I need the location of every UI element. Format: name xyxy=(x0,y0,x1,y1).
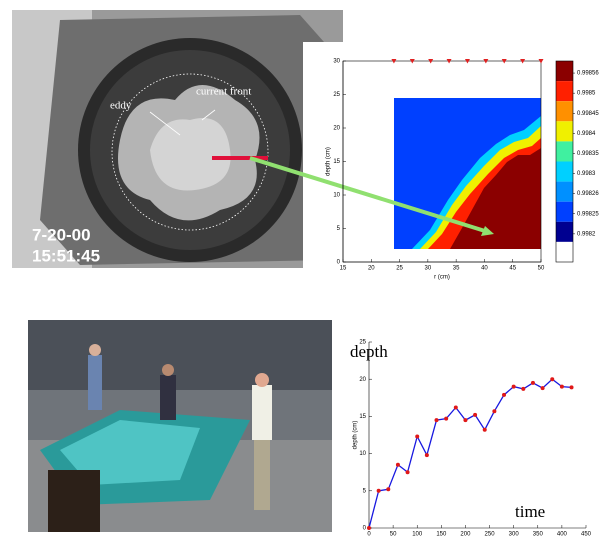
y-tick-label: 20 xyxy=(359,377,366,383)
colorbar-label: 0.9982 xyxy=(577,231,596,237)
data-point xyxy=(570,385,574,389)
x-tick-label: 35 xyxy=(453,266,460,272)
x-tick-label: 50 xyxy=(390,532,397,538)
y-tick-label: 10 xyxy=(333,193,340,199)
y-tick-label: 5 xyxy=(363,488,367,494)
data-point xyxy=(367,526,371,530)
x-tick-label: 350 xyxy=(533,532,544,538)
data-point xyxy=(473,413,477,417)
x-axis-label: r (cm) xyxy=(434,275,450,281)
x-tick-label: 40 xyxy=(481,266,488,272)
x-tick-label: 25 xyxy=(396,266,403,272)
data-point xyxy=(444,417,448,421)
colorbar-label: 0.99826 xyxy=(577,191,599,197)
colorbar-label: 0.99845 xyxy=(577,111,599,117)
x-tick-label: 15 xyxy=(340,266,347,272)
colorbar-band xyxy=(556,242,573,262)
data-point xyxy=(560,385,564,389)
colorbar-band xyxy=(556,101,573,121)
x-tick-label: 150 xyxy=(436,532,447,538)
lab-photo xyxy=(28,320,332,532)
y-tick-label: 0 xyxy=(363,526,367,532)
annotation: time xyxy=(515,502,545,521)
colorbar-band xyxy=(556,202,573,222)
x-tick-label: 400 xyxy=(557,532,568,538)
colorbar-label: 0.9983 xyxy=(577,171,596,177)
y-axis-label: depth (cm) xyxy=(326,147,332,176)
data-point xyxy=(512,385,516,389)
colorbar-band xyxy=(556,162,573,182)
colorbar-label: 0.99825 xyxy=(577,211,599,217)
data-point xyxy=(425,453,429,457)
data-point xyxy=(502,393,506,397)
colorbar-band xyxy=(556,222,573,242)
data-point xyxy=(396,463,400,467)
x-tick-label: 450 xyxy=(581,532,592,538)
photo-label: eddy xyxy=(110,100,132,112)
data-point xyxy=(415,434,419,438)
data-point xyxy=(406,470,410,474)
colorbar-label: 0.99856 xyxy=(577,71,599,77)
data-point xyxy=(550,377,554,381)
data-point xyxy=(454,405,458,409)
y-axis-label: depth (cm) xyxy=(353,421,359,450)
colorbar-label: 0.9985 xyxy=(577,91,596,97)
data-point xyxy=(521,387,525,391)
x-tick-label: 50 xyxy=(538,266,545,272)
data-point xyxy=(531,381,535,385)
data-point xyxy=(463,418,467,422)
y-tick-label: 20 xyxy=(333,126,340,132)
data-point xyxy=(377,489,381,493)
colorbar-label: 0.99835 xyxy=(577,151,599,157)
annotation: depth xyxy=(350,342,388,361)
data-point xyxy=(492,409,496,413)
y-tick-label: 15 xyxy=(359,414,366,420)
y-tick-label: 25 xyxy=(333,92,340,98)
data-point xyxy=(435,418,439,422)
x-tick-label: 0 xyxy=(367,532,371,538)
data-point xyxy=(386,487,390,491)
colorbar-band xyxy=(556,121,573,141)
colorbar-band xyxy=(556,61,573,81)
colorbar-band xyxy=(556,81,573,101)
colorbar-label: 0.9984 xyxy=(577,131,596,137)
x-tick-label: 200 xyxy=(460,532,471,538)
tank-photo: eddy current front 7-20-00 15:51:45 xyxy=(12,10,343,268)
x-tick-label: 45 xyxy=(509,266,516,272)
y-tick-label: 30 xyxy=(333,59,340,65)
timestamp: 7-20-00 xyxy=(32,225,91,244)
colorbar-band xyxy=(556,182,573,202)
x-tick-label: 20 xyxy=(368,266,375,272)
y-tick-label: 15 xyxy=(333,159,340,165)
x-tick-label: 30 xyxy=(425,266,432,272)
colorbar-band xyxy=(556,141,573,161)
data-point xyxy=(541,386,545,390)
figure: eddy current front 7-20-00 15:51:45 15 20… xyxy=(0,0,602,539)
data-point xyxy=(483,428,487,432)
x-tick-label: 300 xyxy=(509,532,520,538)
y-tick-label: 10 xyxy=(359,451,366,457)
timestamp: 15:51:45 xyxy=(32,246,100,265)
photo-label: current front xyxy=(196,86,251,98)
x-tick-label: 100 xyxy=(412,532,423,538)
x-tick-label: 250 xyxy=(485,532,496,538)
